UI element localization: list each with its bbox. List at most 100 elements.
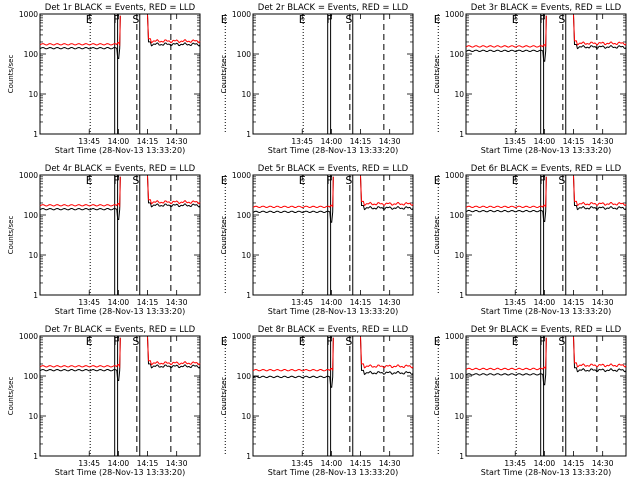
events-series-post — [573, 336, 627, 373]
marker-label: S — [132, 335, 139, 348]
y-axis-label: Counts/sec — [433, 377, 441, 416]
lld-series-post — [573, 175, 627, 207]
marker-label: E — [434, 174, 441, 187]
marker-label: S — [558, 13, 565, 26]
y-tick-label: 10 — [241, 90, 251, 99]
panel-det-7r: Det 7r BLACK = Events, RED = LLD 1 10 100 10… — [7, 325, 228, 477]
x-tick-label: 14:00 — [534, 137, 556, 146]
marker-label: F — [326, 335, 332, 348]
y-axis-label: Counts/sec — [7, 377, 15, 416]
y-tick-label: 10 — [241, 251, 251, 260]
y-tick-label: 100 — [24, 372, 39, 381]
x-tick-label: 14:30 — [592, 137, 614, 146]
y-tick-label: 10 — [241, 412, 251, 421]
x-tick-label: 14:15 — [563, 137, 585, 146]
y-tick-label: 100 — [450, 50, 465, 59]
marker-label: F — [539, 174, 545, 187]
y-axis-label: Counts/sec — [433, 216, 441, 255]
y-tick-label: 10 — [28, 412, 38, 421]
marker-label: F — [539, 335, 545, 348]
x-tick-label: 14:00 — [321, 298, 343, 307]
panel-det-4r: Det 4r BLACK = Events, RED = LLD 1 10 100 10… — [7, 164, 228, 316]
events-series-post — [360, 175, 414, 211]
marker-label: F — [326, 13, 332, 26]
x-tick-label: 14:15 — [563, 459, 585, 468]
plot-frame — [465, 335, 627, 457]
marker-label: E — [86, 13, 93, 26]
x-axis-label: Start Time (28-Nov-13 13:33:20) — [481, 146, 611, 155]
x-tick-label: 14:30 — [592, 298, 614, 307]
y-tick-label: 10 — [28, 251, 38, 260]
y-tick-label: 10 — [454, 251, 464, 260]
panel-title: Det 1r BLACK = Events, RED = LLD — [45, 3, 196, 13]
events-series-pre — [465, 176, 547, 222]
y-tick-label: 10 — [454, 90, 464, 99]
panel-title: Det 8r BLACK = Events, RED = LLD — [258, 325, 409, 335]
y-tick-label: 100 — [24, 50, 39, 59]
panel-title: Det 3r BLACK = Events, RED = LLD — [471, 3, 622, 13]
plot-frame — [252, 174, 414, 296]
x-tick-label: 13:45 — [291, 298, 313, 307]
x-tick-label: 14:15 — [563, 298, 585, 307]
panel-det-2r: Det 2r BLACK = Events, RED = LLD 1 10 100 10… — [220, 3, 441, 155]
x-tick-label: 13:45 — [291, 137, 313, 146]
x-axis-label: Start Time (28-Nov-13 13:33:20) — [55, 307, 185, 316]
events-series-post — [573, 14, 627, 50]
x-axis-label: Start Time (28-Nov-13 13:33:20) — [55, 468, 185, 477]
marker-label: E — [299, 13, 306, 26]
plot-frame — [252, 13, 414, 135]
lld-series-pre — [39, 176, 121, 208]
y-axis-label: Counts/sec — [7, 216, 15, 255]
y-tick-label: 100 — [237, 372, 252, 381]
panel-det-1r: Det 1r BLACK = Events, RED = LLD 1 10 100 10… — [7, 3, 228, 155]
y-tick-label: 100 — [450, 372, 465, 381]
plot-frame — [39, 13, 201, 135]
events-series-post — [147, 14, 201, 47]
marker-label: S — [345, 13, 352, 26]
lld-series-post — [360, 175, 414, 207]
x-tick-label: 14:15 — [350, 298, 372, 307]
y-tick-label: 1000 — [19, 332, 38, 341]
marker-label: E — [512, 335, 519, 348]
plot-frame — [39, 174, 201, 296]
y-tick-label: 100 — [450, 211, 465, 220]
x-tick-label: 13:45 — [78, 459, 100, 468]
x-tick-label: 14:30 — [166, 298, 188, 307]
y-tick-label: 1 — [33, 130, 38, 139]
y-tick-label: 1 — [246, 291, 251, 300]
marker-label: S — [132, 174, 139, 187]
lld-series-post — [360, 336, 414, 369]
x-tick-label: 14:00 — [534, 298, 556, 307]
marker-label: E — [512, 13, 519, 26]
events-series-pre — [39, 176, 121, 220]
x-axis-label: Start Time (28-Nov-13 13:33:20) — [268, 146, 398, 155]
x-tick-label: 13:45 — [504, 459, 526, 468]
plot-frame — [465, 174, 627, 296]
marker-label: F — [539, 13, 545, 26]
events-series-pre — [465, 337, 547, 386]
panel-title: Det 5r BLACK = Events, RED = LLD — [258, 164, 409, 174]
y-axis-label: Counts/sec — [220, 55, 228, 94]
marker-label: E — [299, 335, 306, 348]
y-tick-label: 1000 — [19, 10, 38, 19]
panel-det-3r: Det 3r BLACK = Events, RED = LLD 1 10 100 10… — [433, 3, 627, 155]
marker-label: E — [86, 174, 93, 187]
marker-label: S — [132, 13, 139, 26]
y-axis-label: Counts/sec — [220, 216, 228, 255]
lld-series-post — [147, 14, 201, 44]
x-tick-label: 13:45 — [78, 298, 100, 307]
y-tick-label: 1 — [33, 452, 38, 461]
x-tick-label: 14:00 — [108, 459, 130, 468]
y-tick-label: 1 — [246, 130, 251, 139]
x-tick-label: 14:30 — [592, 459, 614, 468]
marker-label: E — [221, 335, 228, 348]
y-tick-label: 1 — [246, 452, 251, 461]
events-series-pre — [465, 15, 547, 62]
panel-title: Det 6r BLACK = Events, RED = LLD — [471, 164, 622, 174]
x-tick-label: 13:45 — [291, 459, 313, 468]
events-series-post — [147, 336, 201, 369]
plot-frame — [252, 335, 414, 457]
lld-series-pre — [252, 176, 334, 209]
